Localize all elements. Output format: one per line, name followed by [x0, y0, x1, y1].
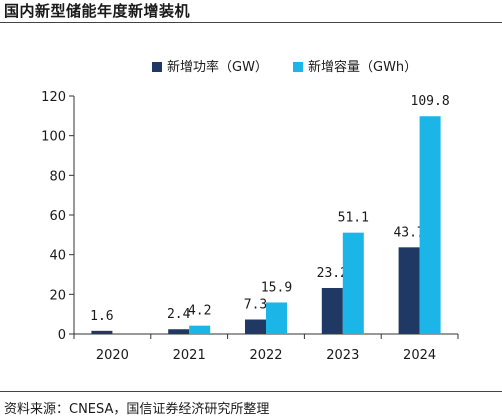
legend-label: 新增容量（GWh） — [308, 59, 417, 75]
bar — [321, 287, 343, 334]
data-label: 23.2 — [317, 266, 348, 281]
data-label: 51.1 — [338, 211, 369, 226]
bar — [91, 330, 113, 334]
legend-swatch — [152, 62, 162, 72]
chart-title: 国内新型储能年度新增装机 — [4, 2, 191, 20]
y-tick-label: 100 — [41, 130, 66, 145]
title-divider — [0, 22, 502, 23]
bar-chart: 新增功率（GW） 新增容量（GWh） 0 20 40 60 80 100 120 2020 1.6 2… — [41, 59, 459, 363]
data-label: 7.3 — [244, 298, 267, 313]
data-label: 4.2 — [188, 304, 211, 319]
source-note: 资料来源：CNESA，国信证券经济研究所整理 — [4, 402, 270, 417]
data-label: 109.8 — [411, 94, 450, 109]
y-tick-label: 20 — [49, 288, 66, 303]
x-tick-label: 2020 — [96, 348, 129, 363]
bar — [189, 325, 211, 334]
x-tick-label: 2022 — [249, 348, 282, 363]
y-tick-label: 80 — [49, 169, 66, 184]
data-label: 2.4 — [167, 307, 191, 322]
data-label: 43.7 — [393, 225, 424, 240]
bar — [266, 302, 287, 334]
y-tick-label: 0 — [58, 328, 66, 343]
x-tick-label: 2023 — [326, 348, 359, 363]
y-tick-label: 120 — [41, 90, 66, 105]
data-label: 15.9 — [261, 280, 292, 295]
bar — [398, 247, 420, 334]
bar — [168, 329, 190, 334]
bar — [245, 319, 266, 334]
y-tick-label: 60 — [49, 209, 66, 224]
legend-label: 新增功率（GW） — [167, 59, 268, 75]
bar — [419, 116, 441, 334]
bar — [342, 232, 364, 334]
x-tick-label: 2024 — [403, 348, 436, 363]
data-label: 1.6 — [90, 309, 113, 324]
footer-divider — [0, 391, 502, 392]
y-tick-label: 40 — [49, 249, 66, 264]
legend-swatch — [293, 62, 303, 72]
x-tick-label: 2021 — [173, 348, 206, 363]
